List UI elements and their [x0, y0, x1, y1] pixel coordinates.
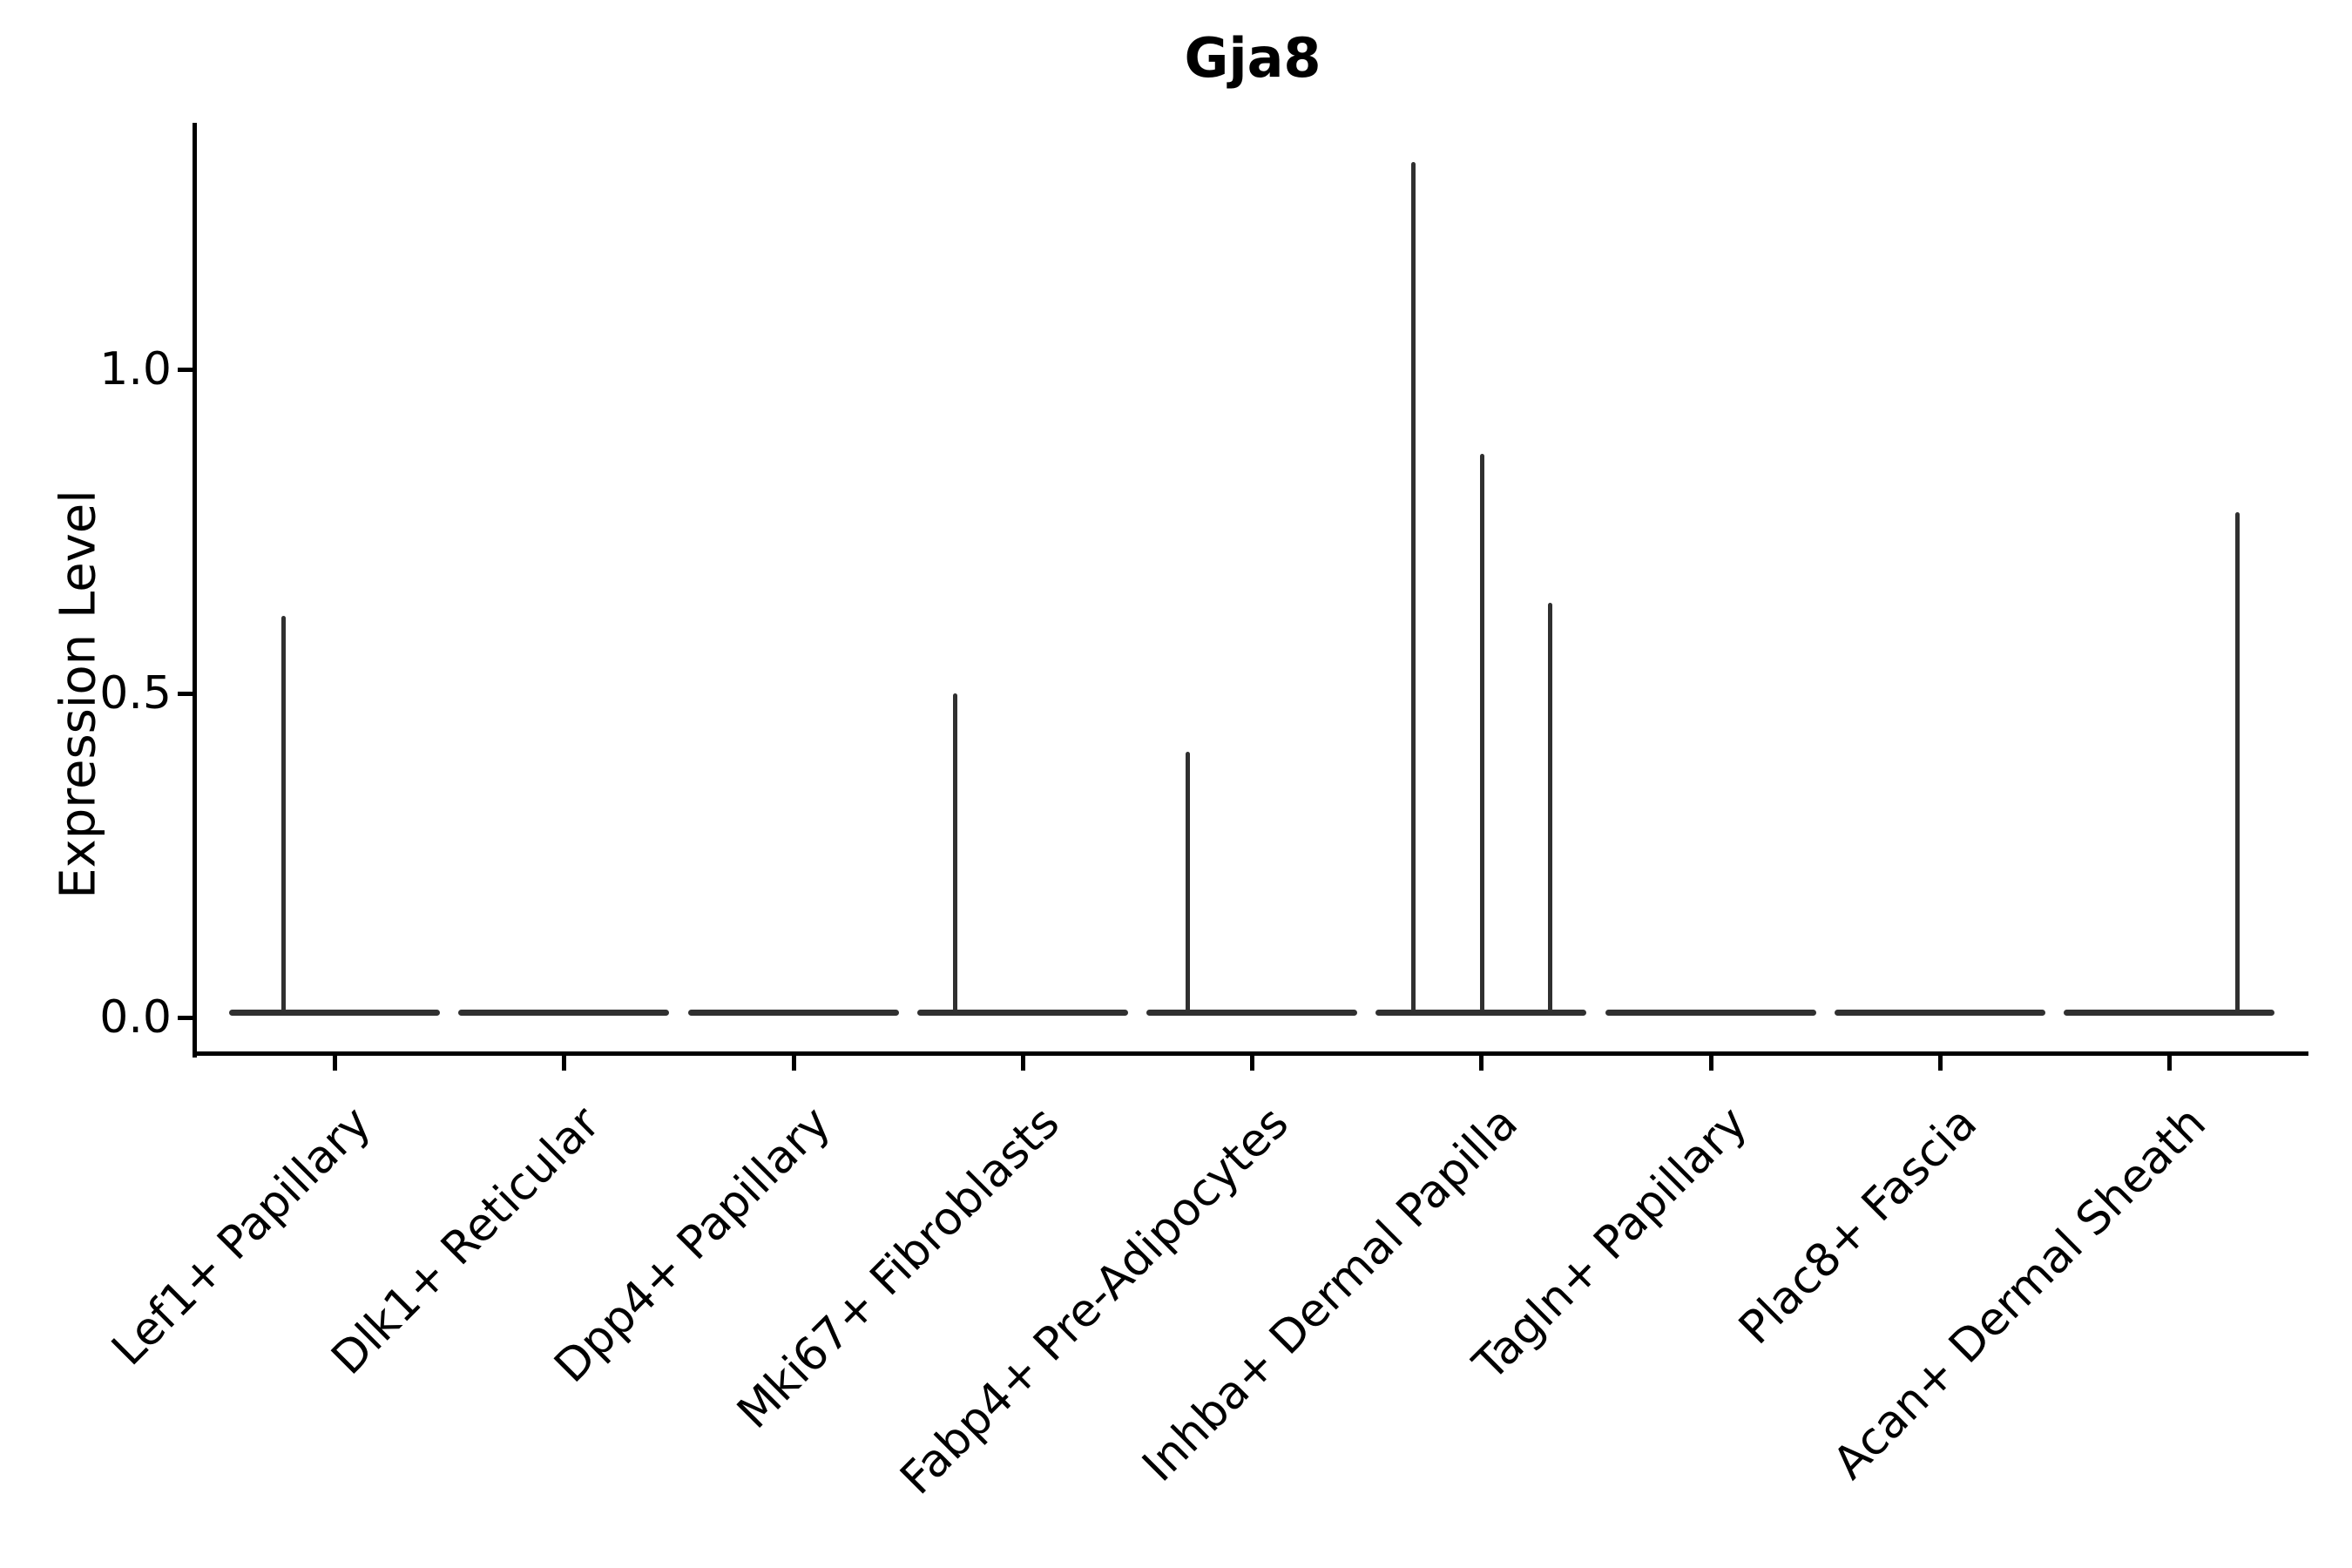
violin-body: [1146, 1009, 1357, 1016]
x-tick: [332, 1055, 337, 1071]
violin-max-spike: [2235, 511, 2240, 1012]
violin-max-spike: [1548, 602, 1553, 1012]
violin-max-spike: [953, 693, 958, 1012]
y-tick-label: 0.0: [99, 991, 172, 1044]
violin-max-spike: [1185, 751, 1190, 1012]
x-tick-label: Acan+ Dermal Sheath: [1822, 1097, 2216, 1490]
x-tick-label: Fabp4+ Pre-Adipocytes: [890, 1097, 1299, 1505]
y-tick: [178, 691, 193, 696]
y-tick: [178, 367, 193, 372]
x-tick: [1249, 1055, 1254, 1071]
violin-body: [1375, 1009, 1586, 1016]
violin-body: [917, 1009, 1128, 1016]
x-axis-spine: [193, 1051, 2308, 1056]
y-tick-label: 1.0: [99, 343, 172, 395]
y-axis-spine: [193, 123, 197, 1058]
x-tick: [561, 1055, 566, 1071]
x-tick: [791, 1055, 796, 1071]
violin-body: [458, 1009, 669, 1016]
violin-max-spike: [1479, 453, 1484, 1012]
violin-body: [229, 1009, 440, 1016]
x-tick-label: Plac8+ Fascia: [1728, 1097, 1987, 1355]
violin-body: [2064, 1009, 2274, 1016]
y-tick-label: 0.5: [99, 667, 172, 720]
violin-body: [1605, 1009, 1816, 1016]
x-tick: [1708, 1055, 1713, 1071]
violin-max-spike: [281, 615, 287, 1012]
x-tick: [1478, 1055, 1484, 1071]
x-tick-label: Inhba+ Dermal Papilla: [1132, 1097, 1528, 1492]
x-tick: [2166, 1055, 2172, 1071]
y-tick: [178, 1015, 193, 1020]
chart-title: Gja8: [1184, 26, 1321, 90]
violin-max-spike: [1411, 161, 1416, 1012]
x-tick: [1937, 1055, 1943, 1071]
violin-body: [1835, 1009, 2045, 1016]
x-tick: [1020, 1055, 1025, 1071]
violin-body: [688, 1009, 899, 1016]
